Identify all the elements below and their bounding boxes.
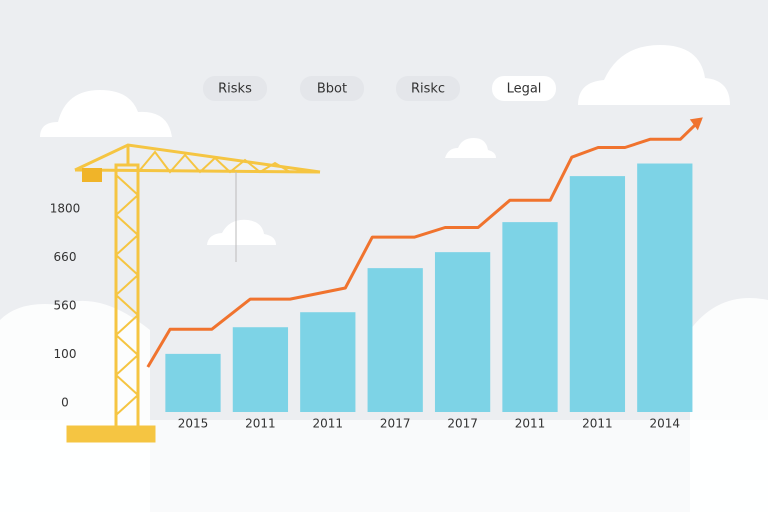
x-tick-label: 2011 <box>313 417 344 431</box>
bar <box>367 268 423 412</box>
x-tick-label: 2014 <box>650 417 681 431</box>
tab-label: Riskc <box>411 82 445 97</box>
tab <box>300 76 364 101</box>
x-tick-label: 2017 <box>380 417 411 431</box>
clouds <box>0 45 768 512</box>
tab <box>396 76 460 101</box>
bar <box>569 176 626 412</box>
tab <box>203 76 267 101</box>
bar <box>637 163 693 412</box>
tab-label: Legal <box>507 82 542 97</box>
tab-label: Risks <box>218 82 252 97</box>
x-tick-label: 2015 <box>178 417 209 431</box>
x-tick-label: 2011 <box>582 417 613 431</box>
bar <box>165 353 221 412</box>
bar <box>232 327 289 412</box>
bar <box>502 222 558 412</box>
y-axis-label: 660 <box>54 250 77 264</box>
y-axis-label: 560 <box>54 299 77 313</box>
x-tick-label: 2011 <box>245 417 276 431</box>
y-axis-label: 1800 <box>50 202 81 216</box>
x-tick-label: 2011 <box>515 417 546 431</box>
bar <box>300 312 356 412</box>
trend-line <box>146 119 701 368</box>
arrow-head <box>689 117 703 131</box>
y-axis-label: 0 <box>61 396 69 410</box>
tab-bar: Risks Bbot Riskc Legal <box>203 76 556 101</box>
x-tick-label: 2017 <box>447 417 478 431</box>
crane <box>66 143 321 443</box>
y-axis-label: 100 <box>54 347 77 361</box>
tab <box>492 76 556 101</box>
tab-label: Bbot <box>317 82 347 97</box>
bar <box>434 252 491 412</box>
